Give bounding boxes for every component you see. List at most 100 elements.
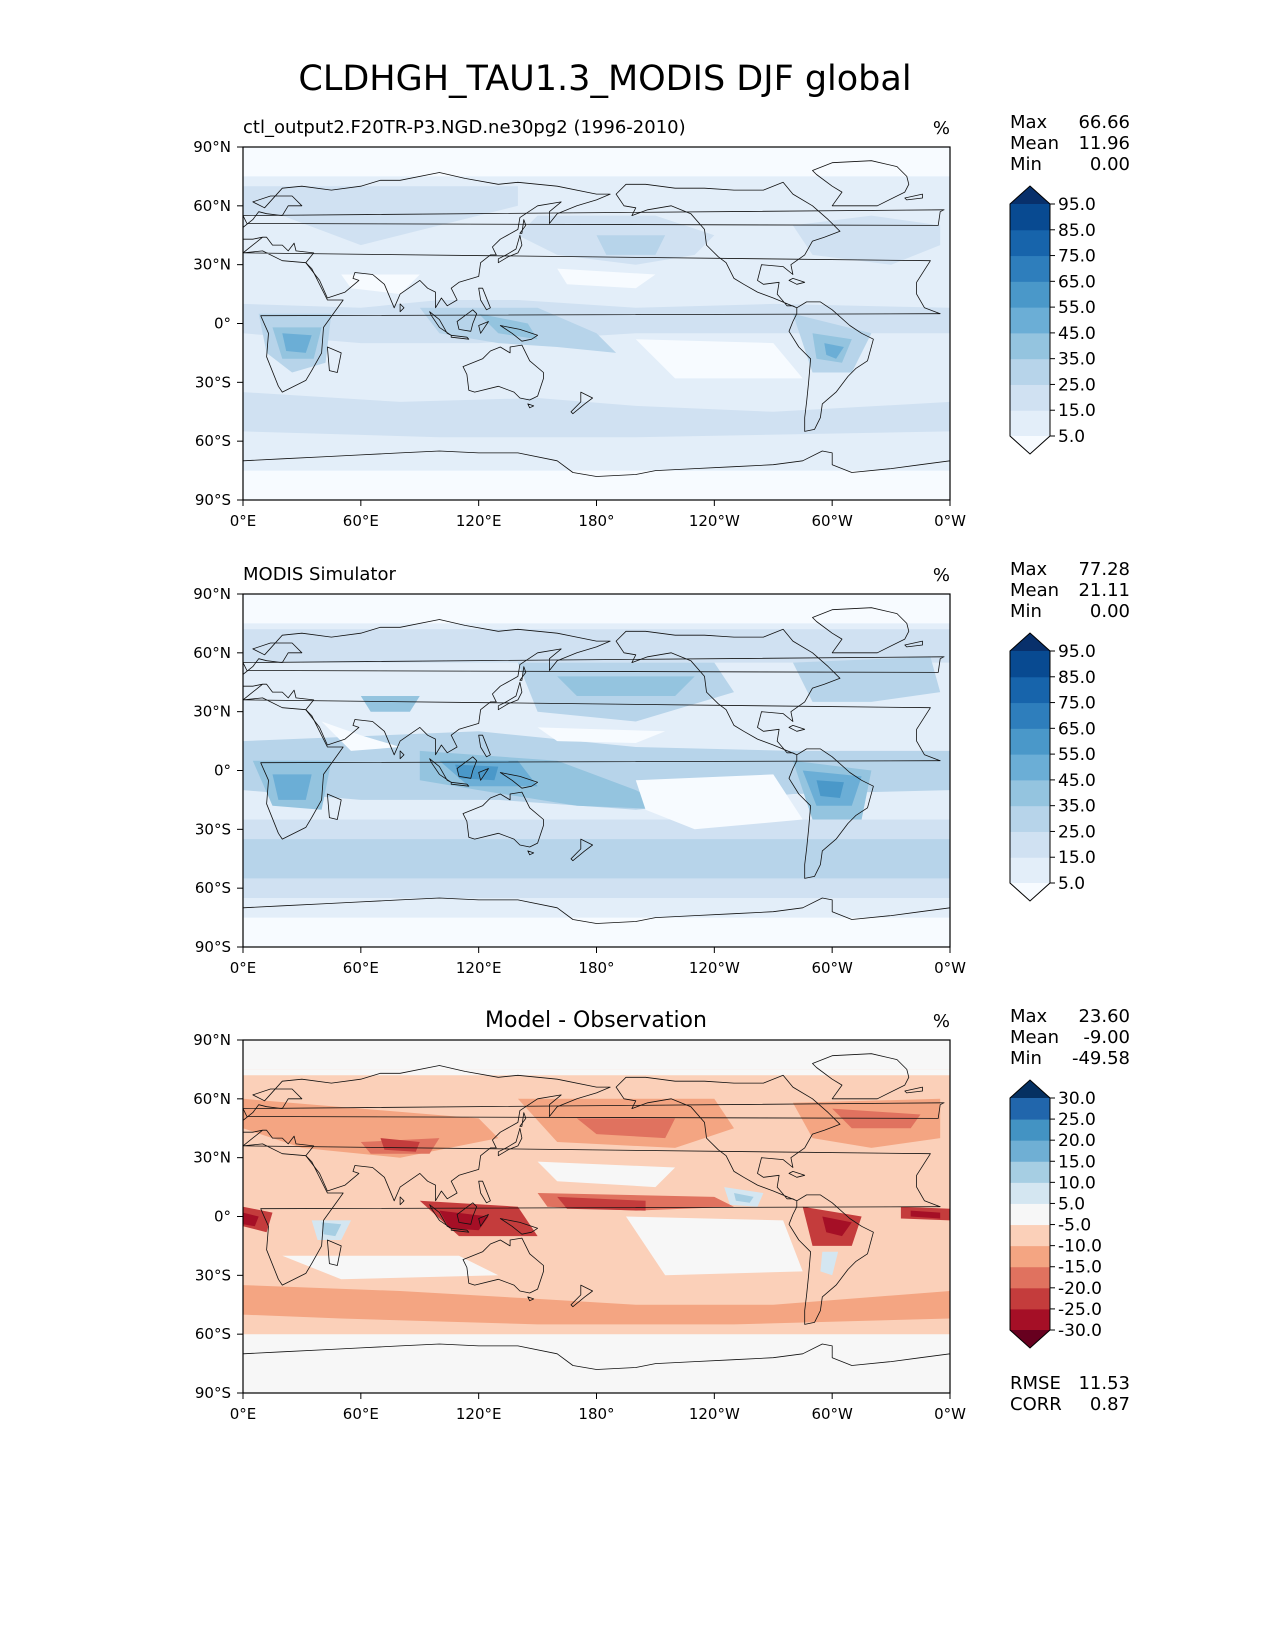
x-tick-label: 180° — [578, 512, 614, 530]
colorbar-tick-label: 15.0 — [1058, 401, 1096, 421]
contour-level-18 — [635, 774, 803, 830]
coastline-segment-5 — [788, 301, 874, 432]
y-tick-label: 30°S — [195, 1266, 231, 1284]
stat-label-max: Max — [1010, 112, 1048, 133]
colorbar-bin-9 — [1010, 651, 1050, 678]
coastline-segment-7 — [243, 897, 950, 947]
stat-label-min: Min — [1010, 601, 1042, 622]
contour-level-17 — [816, 780, 844, 798]
contour-level-20 — [380, 1138, 420, 1152]
colorbar-bin-7 — [1010, 1182, 1050, 1204]
colorbar-extend-max — [1010, 633, 1050, 651]
colorbar-bin-5 — [1010, 1224, 1050, 1247]
y-tick-label: 90°S — [195, 938, 231, 956]
coastline-segment-16 — [243, 1102, 945, 1119]
colorbar-bin-11 — [1010, 1098, 1050, 1120]
colorbar-obs: 5.0 15.0 25.0 35.0 45.0 55.0 65.0 75.0 85.0 95.0 — [1009, 632, 1096, 902]
contour-level-2 — [243, 629, 950, 663]
x-tick-label: 180° — [578, 1405, 614, 1423]
colorbar-extend-min — [1010, 436, 1050, 454]
colorbar-diff: -30.0-25.0-20.0-15.0-10.0-5.05.010.015.0… — [1009, 1079, 1102, 1349]
panel-diff: 0°E 60°E 120°E 180° 120°W 60°W 0°W 90°N 60°N 30°… — [193, 1008, 966, 1423]
coastline-segment-22 — [519, 1112, 527, 1127]
coastline-segment-18 — [570, 391, 593, 415]
coastline-segment-14 — [497, 234, 523, 264]
coastline-segment-22 — [519, 666, 527, 681]
coastline-segment-10 — [456, 1202, 478, 1225]
colorbar-tick-label: 65.0 — [1058, 272, 1096, 292]
contour-level-15 — [824, 343, 844, 359]
contour-level-4 — [792, 215, 941, 265]
coastline-segment-12 — [478, 1214, 489, 1227]
colorbar-bin-2 — [1010, 831, 1050, 858]
stat-value-max: 66.66 — [1078, 112, 1130, 133]
stat-value-rmse: 11.53 — [1078, 1373, 1130, 1394]
x-tick-label: 120°E — [456, 1405, 502, 1423]
panel-title-left: MODIS Simulator — [243, 564, 396, 585]
colorbar-extend-max — [1010, 1080, 1050, 1098]
colorbar-tick-label: 75.0 — [1058, 694, 1096, 714]
coastlines — [243, 160, 950, 500]
coastline-segment-15 — [327, 1239, 342, 1266]
colorbar-bin-7 — [1010, 702, 1050, 729]
stat-label-rmse: RMSE — [1010, 1373, 1061, 1394]
colorbar-extend-min — [1010, 1330, 1050, 1348]
panel-units: % — [933, 118, 950, 139]
x-tick-label: 120°W — [689, 512, 740, 530]
contour-level-19 — [537, 727, 666, 743]
coastline-segment-14 — [497, 681, 523, 711]
colorbar-bin-9 — [1010, 204, 1050, 231]
colorbar-tick-label: 5.0 — [1058, 1194, 1085, 1214]
contour-level-16 — [635, 339, 803, 379]
stat-label-max: Max — [1010, 559, 1048, 580]
stat-value-max: 23.60 — [1078, 1006, 1130, 1027]
stat-label-mean: Mean — [1010, 133, 1059, 154]
coastline-segment-14 — [497, 1127, 523, 1157]
colorbar-bin-1 — [1010, 1308, 1050, 1331]
coastline-segment-2 — [243, 1065, 611, 1202]
contour-level-20 — [321, 721, 401, 751]
contour-level-17 — [557, 268, 656, 289]
x-axis-ticks: 0°E 60°E 120°E 180° 120°W 60°W 0°W — [230, 500, 966, 530]
colorbar-tick-label: -5.0 — [1058, 1216, 1091, 1236]
y-tick-label: 90°N — [193, 1031, 231, 1049]
coastline-segment-5 — [788, 748, 874, 879]
colorbar-bin-3 — [1010, 358, 1050, 385]
stat-value-min: 0.00 — [1090, 154, 1130, 175]
coastline-segment-9 — [450, 1227, 470, 1233]
colorbar-bin-2 — [1010, 384, 1050, 411]
field-contours-model — [243, 176, 950, 471]
contour-level-12 — [478, 313, 538, 340]
colorbar-tick-label: 55.0 — [1058, 745, 1096, 765]
colorbar-bin-6 — [1010, 281, 1050, 308]
stat-label-corr: CORR — [1010, 1394, 1062, 1415]
coastline-segment-20 — [527, 403, 535, 409]
coastline-segment-4 — [615, 628, 841, 756]
colorbar-tick-label: -25.0 — [1058, 1300, 1102, 1320]
contour-level-12 — [360, 696, 420, 712]
stat-label-min: Min — [1010, 154, 1042, 175]
colorbar-bin-7 — [1010, 255, 1050, 282]
coastline-segment-3 — [462, 791, 544, 848]
colorbar-tick-label: -10.0 — [1058, 1237, 1102, 1257]
y-tick-label: 60°N — [193, 644, 231, 662]
y-tick-label: 60°N — [193, 1090, 231, 1108]
stat-value-mean: 21.11 — [1078, 580, 1130, 601]
coastline-segment-7 — [243, 1343, 950, 1393]
colorbar-bin-1 — [1010, 857, 1050, 884]
coastline-segment-9 — [450, 334, 470, 340]
x-tick-label: 60°E — [343, 959, 379, 977]
coastline-segment-17 — [904, 193, 923, 201]
colorbar-tick-label: 5.0 — [1058, 427, 1085, 447]
y-tick-label: 60°S — [195, 879, 231, 897]
coastline-segment-2 — [243, 172, 611, 309]
colorbar-bin-4 — [1010, 779, 1050, 807]
coastline-segment-20 — [527, 850, 535, 856]
colorbar-tick-label: 55.0 — [1058, 298, 1096, 318]
coastline-segment-20 — [527, 1296, 535, 1302]
coastline-segment-18 — [570, 838, 593, 862]
colorbar-tick-label: 95.0 — [1058, 642, 1096, 662]
y-axis-ticks: 90°N 60°N 30°N 0° 30°S 60°S 90°S — [193, 585, 243, 956]
colorbar-bin-8 — [1010, 229, 1050, 257]
map-model — [243, 147, 950, 500]
